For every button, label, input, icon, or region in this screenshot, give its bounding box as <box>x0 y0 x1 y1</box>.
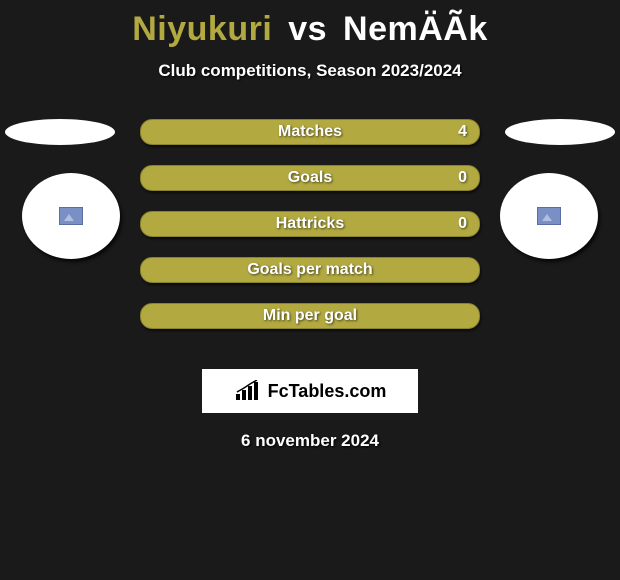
stat-label: Goals <box>288 169 332 187</box>
stat-label: Goals per match <box>247 261 372 279</box>
brand-text: FcTables.com <box>268 381 387 402</box>
stat-value-right: 4 <box>458 123 467 141</box>
player2-shadow-ellipse <box>505 119 615 145</box>
stat-row-matches: Matches 4 <box>140 119 480 145</box>
stats-list: Matches 4 Goals 0 Hattricks 0 Goals per … <box>140 119 480 349</box>
stat-row-min-per-goal: Min per goal <box>140 303 480 329</box>
stat-label: Matches <box>278 123 342 141</box>
stat-row-hattricks: Hattricks 0 <box>140 211 480 237</box>
page-title: Niyukuri vs NemÄÃk <box>0 0 620 49</box>
player2-name: NemÄÃk <box>343 10 488 48</box>
vs-separator: vs <box>288 10 327 48</box>
stat-value-right: 0 <box>458 215 467 233</box>
subtitle: Club competitions, Season 2023/2024 <box>0 61 620 81</box>
player1-shadow-ellipse <box>5 119 115 145</box>
player2-club-logo <box>500 173 598 259</box>
stat-label: Hattricks <box>276 215 344 233</box>
stat-value-right: 0 <box>458 169 467 187</box>
image-placeholder-icon <box>59 207 83 225</box>
stat-row-goals: Goals 0 <box>140 165 480 191</box>
date-text: 6 november 2024 <box>0 431 620 451</box>
stat-label: Min per goal <box>263 307 357 325</box>
stat-row-goals-per-match: Goals per match <box>140 257 480 283</box>
branding-badge: FcTables.com <box>202 369 418 413</box>
chart-icon <box>234 380 262 402</box>
comparison-area: Matches 4 Goals 0 Hattricks 0 Goals per … <box>0 119 620 359</box>
image-placeholder-icon <box>537 207 561 225</box>
comparison-card: Niyukuri vs NemÄÃk Club competitions, Se… <box>0 0 620 451</box>
player1-name: Niyukuri <box>132 10 272 48</box>
player1-club-logo <box>22 173 120 259</box>
